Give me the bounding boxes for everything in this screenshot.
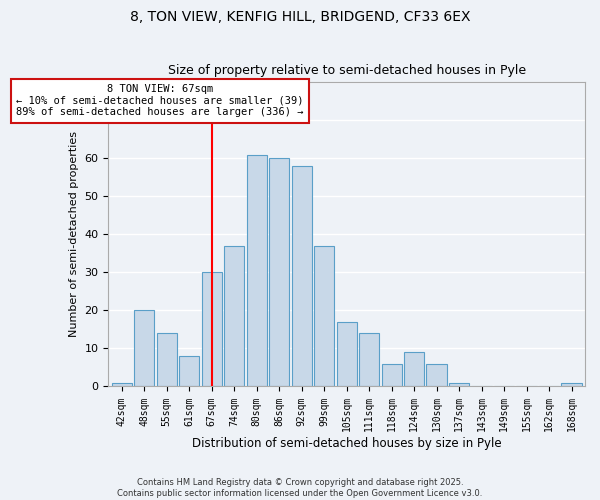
Bar bbox=[562, 382, 581, 386]
Bar bbox=[404, 352, 424, 386]
X-axis label: Distribution of semi-detached houses by size in Pyle: Distribution of semi-detached houses by … bbox=[192, 437, 502, 450]
Bar bbox=[337, 322, 357, 386]
Bar bbox=[314, 246, 334, 386]
Bar bbox=[292, 166, 312, 386]
Bar bbox=[134, 310, 154, 386]
Bar bbox=[269, 158, 289, 386]
Bar bbox=[179, 356, 199, 386]
Bar bbox=[359, 333, 379, 386]
Bar bbox=[427, 364, 447, 386]
Bar bbox=[112, 382, 132, 386]
Bar bbox=[247, 154, 267, 386]
Y-axis label: Number of semi-detached properties: Number of semi-detached properties bbox=[69, 132, 79, 338]
Bar bbox=[449, 382, 469, 386]
Bar bbox=[157, 333, 177, 386]
Text: 8 TON VIEW: 67sqm
← 10% of semi-detached houses are smaller (39)
89% of semi-det: 8 TON VIEW: 67sqm ← 10% of semi-detached… bbox=[16, 84, 304, 117]
Bar bbox=[382, 364, 402, 386]
Text: Contains HM Land Registry data © Crown copyright and database right 2025.
Contai: Contains HM Land Registry data © Crown c… bbox=[118, 478, 482, 498]
Bar bbox=[202, 272, 222, 386]
Bar bbox=[224, 246, 244, 386]
Text: 8, TON VIEW, KENFIG HILL, BRIDGEND, CF33 6EX: 8, TON VIEW, KENFIG HILL, BRIDGEND, CF33… bbox=[130, 10, 470, 24]
Title: Size of property relative to semi-detached houses in Pyle: Size of property relative to semi-detach… bbox=[167, 64, 526, 77]
